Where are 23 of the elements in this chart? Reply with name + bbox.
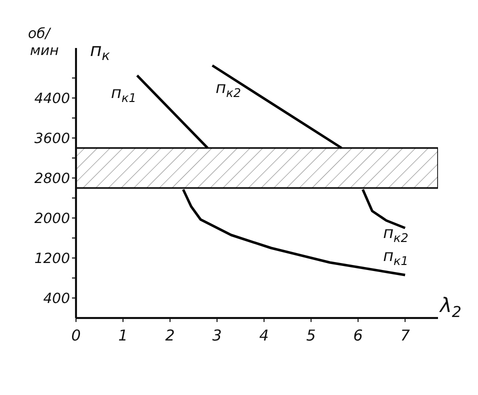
x-tick-label: 5 <box>306 326 316 345</box>
series-label: п$_{к2}$ <box>383 223 408 245</box>
x-tick-label: 0 <box>71 326 81 345</box>
y-tick-label: 4400 <box>34 90 70 107</box>
y-tick-label: 1200 <box>34 250 70 267</box>
series-label: п$_{к1}$ <box>383 246 408 268</box>
x-tick-label: 1 <box>118 326 128 345</box>
y-tick-label: 400 <box>43 290 70 307</box>
x-tick-label: 2 <box>165 326 175 345</box>
x-tick-label: 6 <box>353 326 363 345</box>
y-tick-label: 2800 <box>34 170 70 187</box>
series-label: п$_{к2}$ <box>216 78 241 100</box>
x-tick-label: 4 <box>259 326 269 345</box>
x-tick-label: 7 <box>400 326 410 345</box>
x-axis-title: λ$_{2}$ <box>439 293 462 320</box>
y-tick-label: 3600 <box>34 130 70 147</box>
y-axis-title: об/мин <box>28 26 59 59</box>
chart-title: п$_{к}$ <box>90 40 111 64</box>
line-series <box>182 188 406 276</box>
line-series <box>362 188 406 230</box>
y-tick-label: 2000 <box>34 210 70 227</box>
x-tick-label: 3 <box>212 326 222 345</box>
series-label: п$_{к1}$ <box>111 82 136 104</box>
